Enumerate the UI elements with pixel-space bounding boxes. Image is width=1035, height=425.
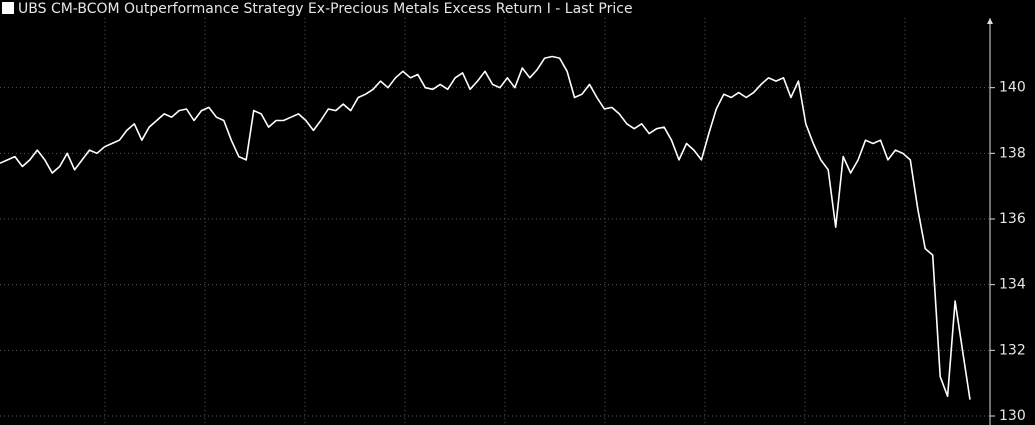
- y-tick-label: 136: [999, 211, 1026, 227]
- y-tick-label: 140: [999, 80, 1026, 96]
- axis-arrow: [987, 18, 993, 24]
- y-tick-label: 132: [999, 342, 1026, 358]
- y-tick-label: 130: [999, 408, 1026, 424]
- legend-swatch: [2, 2, 14, 14]
- y-tick-label: 134: [999, 277, 1026, 293]
- chart-title: UBS CM-BCOM Outperformance Strategy Ex-P…: [18, 1, 633, 17]
- y-tick-label: 138: [999, 145, 1026, 161]
- price-line: [0, 55, 971, 400]
